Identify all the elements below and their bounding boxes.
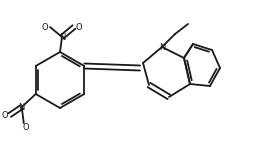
Text: O: O — [76, 22, 82, 32]
Text: N: N — [59, 33, 65, 41]
Text: O: O — [2, 111, 8, 119]
Text: O: O — [42, 22, 48, 32]
Text: N: N — [19, 102, 25, 112]
Text: N: N — [159, 42, 165, 52]
Text: O: O — [23, 124, 29, 133]
